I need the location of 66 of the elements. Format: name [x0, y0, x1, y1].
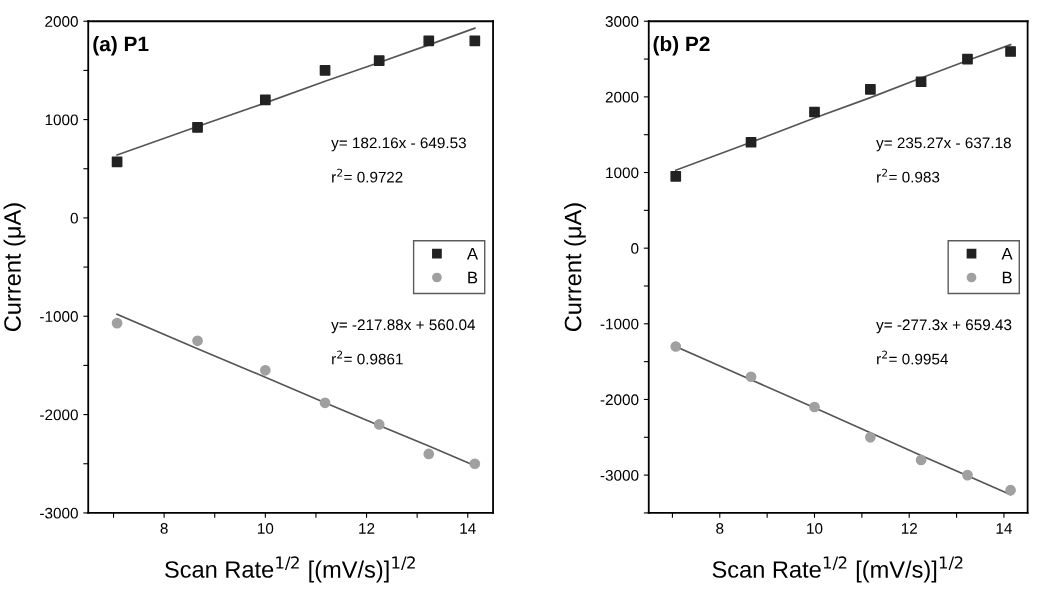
annotation: r$^{2}$= 0.9722 [332, 168, 403, 183]
text: (a) P1 [93, 36, 149, 56]
x-tick-label: 10 [258, 523, 274, 534]
point [469, 35, 481, 47]
point [745, 371, 757, 383]
annotation: r$^{2}$= 0.9861 [332, 350, 403, 365]
x-tick-label: 8 [160, 523, 168, 534]
point [192, 122, 203, 133]
y-tick-label: 1000 [45, 114, 78, 126]
point [111, 317, 123, 329]
x-axis-title: Scan Rate$^{1/2}$ [(mV/s)]$^{1/2}$ [165, 556, 415, 583]
x-tick-label: 14 [460, 523, 476, 534]
y-tick-label: -2000 [40, 409, 78, 421]
annotation: y= 182.16x - 649.53 [331, 137, 466, 152]
y-tick-label: -1000 [40, 311, 78, 322]
text: (b) P2 [653, 36, 710, 56]
point [865, 431, 876, 443]
legend-label: A [1001, 247, 1013, 260]
point [745, 136, 757, 148]
y-tick-label: -3000 [40, 507, 78, 519]
annotation: r$^{2}$= 0.9954 [877, 350, 948, 365]
point [670, 170, 682, 182]
annotation: y= -217.88x + 560.04 [331, 319, 476, 334]
point [423, 35, 435, 47]
y-tick-label: 2000 [605, 91, 639, 103]
point [259, 94, 271, 106]
x-tick-label: 14 [996, 523, 1012, 534]
y-axis-title: Current (μA) [3, 203, 26, 332]
y-tick-label: -1000 [600, 318, 639, 330]
point [423, 448, 435, 460]
y-tick-label: 1000 [606, 167, 639, 179]
y-tick-label: 0 [631, 243, 639, 254]
point [962, 469, 973, 481]
y-tick-label: 2000 [45, 16, 78, 27]
annotation: y= -277.3x + 659.43 [876, 319, 1012, 334]
point [1005, 46, 1016, 57]
point [915, 76, 927, 88]
point [809, 401, 820, 413]
point [319, 65, 331, 76]
point [373, 55, 385, 66]
x-tick-label: 10 [807, 523, 823, 534]
x-axis-title: Scan Rate$^{1/2}$ [(mV/s)]$^{1/2}$ [712, 556, 963, 583]
x-tick-label: 12 [359, 523, 375, 534]
point [809, 106, 820, 118]
point [962, 53, 973, 65]
y-axis-title: Current (μA) [564, 203, 587, 332]
y-tick-label: -2000 [600, 394, 639, 406]
legend-label: A [466, 247, 479, 260]
annotation: r$^{2}$= 0.983 [877, 168, 940, 183]
point [1005, 484, 1016, 496]
point [469, 458, 481, 470]
point [670, 341, 682, 352]
point [192, 335, 203, 347]
annotation: y= 235.27x - 637.18 [876, 137, 1011, 152]
y-tick-label: 0 [70, 212, 78, 224]
point [319, 397, 331, 409]
point [259, 364, 271, 376]
point [915, 454, 927, 466]
legend-label: B [1002, 271, 1012, 284]
point [373, 419, 385, 430]
legend-label: B [468, 271, 478, 284]
point [865, 83, 876, 95]
y-tick-label: -3000 [600, 469, 639, 481]
x-tick-label: 12 [901, 523, 917, 534]
y-tick-label: 3000 [605, 16, 639, 27]
x-tick-label: 8 [716, 523, 724, 534]
